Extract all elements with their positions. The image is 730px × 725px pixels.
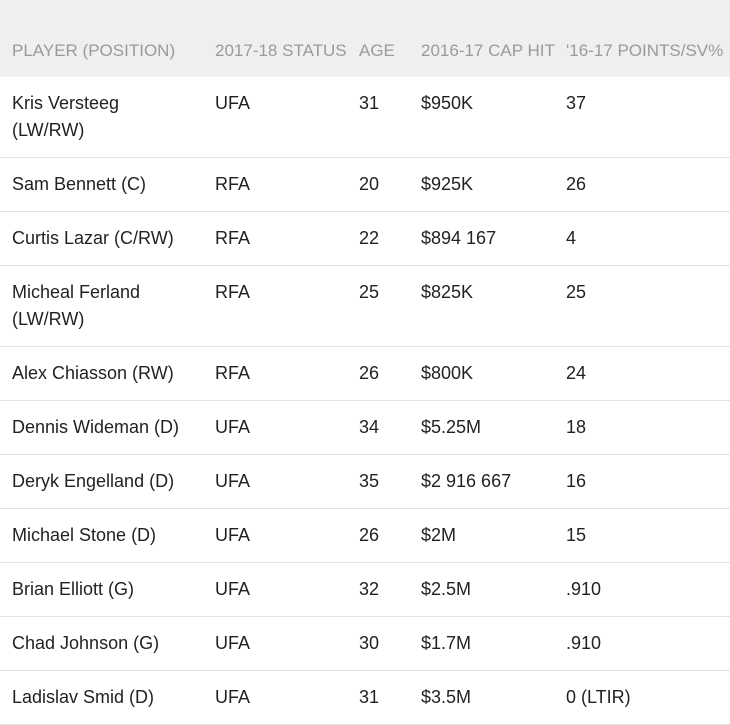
player-cell: Brian Elliott (G) bbox=[12, 579, 135, 599]
player-cell: Ladislav Smid (D) bbox=[12, 687, 155, 707]
status-cell: UFA bbox=[215, 417, 251, 437]
age-cell: 30 bbox=[359, 633, 380, 653]
points-cell: 26 bbox=[566, 174, 587, 194]
cap-hit-cell: $950K bbox=[421, 93, 474, 113]
points-cell: 15 bbox=[566, 525, 587, 545]
player-cell: Sam Bennett (C) bbox=[12, 174, 147, 194]
cap-hit-cell: $894 167 bbox=[421, 228, 497, 248]
status-cell: UFA bbox=[215, 687, 251, 707]
age-cell: 25 bbox=[359, 282, 380, 302]
cap-hit-cell: $1.7M bbox=[421, 633, 472, 653]
table-row: Alex Chiasson (RW) RFA 26 $800K 24 bbox=[0, 346, 730, 401]
cap-hit-cell: $2.5M bbox=[421, 579, 472, 599]
table-row: Chad Johnson (G) UFA 30 $1.7M .910 bbox=[0, 616, 730, 671]
table-row: Curtis Lazar (C/RW) RFA 22 $894 167 4 bbox=[0, 211, 730, 266]
points-cell: 24 bbox=[566, 363, 587, 383]
age-cell: 20 bbox=[359, 174, 380, 194]
header-cap-hit: 2016-17 CAP HIT bbox=[421, 41, 555, 60]
age-cell: 31 bbox=[359, 687, 380, 707]
status-cell: UFA bbox=[215, 525, 251, 545]
age-cell: 32 bbox=[359, 579, 380, 599]
status-cell: RFA bbox=[215, 363, 251, 383]
table-body: Kris Versteeg (LW/RW) UFA 31 $950K 37 Sa… bbox=[0, 77, 730, 725]
table-row: Brian Elliott (G) UFA 32 $2.5M .910 bbox=[0, 562, 730, 617]
cap-hit-cell: $2M bbox=[421, 525, 457, 545]
points-cell: 0 (LTIR) bbox=[566, 687, 631, 707]
age-cell: 26 bbox=[359, 363, 380, 383]
table-row: Micheal Ferland (LW/RW) RFA 25 $825K 25 bbox=[0, 265, 730, 347]
cap-hit-cell: $3.5M bbox=[421, 687, 472, 707]
cap-hit-cell: $825K bbox=[421, 282, 474, 302]
points-cell: 4 bbox=[566, 228, 577, 248]
player-cell: Micheal Ferland (LW/RW) bbox=[12, 282, 141, 329]
points-cell: 25 bbox=[566, 282, 587, 302]
status-cell: RFA bbox=[215, 228, 251, 248]
points-cell: .910 bbox=[566, 633, 602, 653]
table-row: Ladislav Smid (D) UFA 31 $3.5M 0 (LTIR) bbox=[0, 670, 730, 725]
age-cell: 22 bbox=[359, 228, 380, 248]
header-row: PLAYER (POSITION) 2017-18 STATUS AGE 201… bbox=[0, 0, 730, 77]
table-row: Michael Stone (D) UFA 26 $2M 15 bbox=[0, 508, 730, 563]
player-cell: Kris Versteeg (LW/RW) bbox=[12, 93, 120, 140]
points-cell: 18 bbox=[566, 417, 587, 437]
status-cell: RFA bbox=[215, 174, 251, 194]
status-cell: UFA bbox=[215, 93, 251, 113]
player-cell: Michael Stone (D) bbox=[12, 525, 157, 545]
header-points: '16-17 POINTS/SV% bbox=[566, 41, 724, 60]
player-cell: Dennis Wideman (D) bbox=[12, 417, 180, 437]
points-cell: 37 bbox=[566, 93, 587, 113]
age-cell: 26 bbox=[359, 525, 380, 545]
header-status: 2017-18 STATUS bbox=[215, 41, 347, 60]
player-cell: Alex Chiasson (RW) bbox=[12, 363, 174, 383]
age-cell: 34 bbox=[359, 417, 380, 437]
points-cell: .910 bbox=[566, 579, 602, 599]
table-header: PLAYER (POSITION) 2017-18 STATUS AGE 201… bbox=[0, 0, 730, 77]
table-row: Dennis Wideman (D) UFA 34 $5.25M 18 bbox=[0, 400, 730, 455]
table-row: Sam Bennett (C) RFA 20 $925K 26 bbox=[0, 157, 730, 212]
cap-hit-cell: $2 916 667 bbox=[421, 471, 512, 491]
cap-hit-cell: $800K bbox=[421, 363, 474, 383]
table-row: Kris Versteeg (LW/RW) UFA 31 $950K 37 bbox=[0, 77, 730, 158]
status-cell: UFA bbox=[215, 471, 251, 491]
player-cell: Chad Johnson (G) bbox=[12, 633, 160, 653]
cap-hit-cell: $5.25M bbox=[421, 417, 482, 437]
status-cell: UFA bbox=[215, 633, 251, 653]
status-cell: RFA bbox=[215, 282, 251, 302]
cap-hit-cell: $925K bbox=[421, 174, 474, 194]
player-cell: Curtis Lazar (C/RW) bbox=[12, 228, 174, 248]
status-cell: UFA bbox=[215, 579, 251, 599]
age-cell: 31 bbox=[359, 93, 380, 113]
header-age: AGE bbox=[359, 41, 395, 60]
points-cell: 16 bbox=[566, 471, 587, 491]
table-row: Deryk Engelland (D) UFA 35 $2 916 667 16 bbox=[0, 454, 730, 509]
header-player: PLAYER (POSITION) bbox=[12, 41, 176, 60]
age-cell: 35 bbox=[359, 471, 380, 491]
player-cell: Deryk Engelland (D) bbox=[12, 471, 175, 491]
